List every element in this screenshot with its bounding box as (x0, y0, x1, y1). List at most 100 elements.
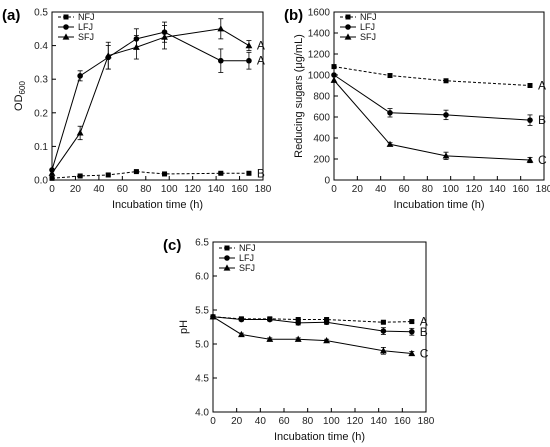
y-tick-label: 0 (324, 176, 330, 187)
x-axis-label: Incubation time (h) (393, 199, 484, 211)
group-label: C (420, 347, 429, 361)
y-tick-label: 400 (313, 134, 330, 145)
data-point (246, 170, 252, 176)
legend-label: SFJ (360, 32, 376, 42)
plot-frame (212, 241, 427, 413)
y-axis-label: OD600 (13, 81, 27, 111)
x-tick-label: 100 (161, 184, 178, 195)
series-sfj: C (209, 313, 429, 361)
y-tick-label: 5.5 (195, 306, 209, 317)
data-point (209, 313, 217, 320)
legend-label: SFJ (239, 263, 255, 273)
data-point (380, 347, 387, 354)
y-tick-label: 6.5 (195, 238, 209, 249)
data-point (380, 319, 386, 325)
data-point (387, 73, 393, 79)
data-point (387, 110, 393, 116)
legend-label: LFJ (239, 253, 254, 263)
group-label: B (420, 325, 428, 339)
y-axis-label: pH (178, 320, 190, 334)
y-tick-label: 4.5 (195, 374, 209, 385)
legend-label: LFJ (360, 22, 375, 32)
panel-label: (b) (284, 7, 303, 24)
y-tick-label: 0.5 (34, 8, 48, 19)
data-point (48, 169, 56, 176)
group-label: A (420, 315, 428, 329)
legend-label: NFJ (239, 243, 256, 253)
x-tick-label: 0 (210, 416, 216, 427)
data-point (443, 112, 449, 118)
x-tick-label: 180 (255, 184, 272, 195)
legend-marker (224, 255, 230, 261)
data-point (245, 42, 253, 49)
x-tick-label: 0 (49, 184, 55, 195)
group-label: A (538, 79, 546, 93)
series-line (333, 79, 531, 161)
x-tick-label: 100 (323, 416, 340, 427)
x-tick-label: 20 (70, 184, 82, 195)
series-nfj: A (331, 64, 546, 93)
y-tick-label: 0.2 (34, 108, 48, 119)
x-tick-label: 60 (398, 184, 410, 195)
data-point (238, 330, 245, 338)
group-label: A (257, 54, 265, 68)
data-point (133, 169, 139, 175)
y-tick-label: 1000 (308, 71, 331, 82)
series-sfj: C (330, 76, 547, 167)
x-tick-label: 60 (278, 416, 290, 427)
x-tick-label: 140 (208, 184, 225, 195)
legend-label: SFJ (78, 32, 94, 42)
x-tick-label: 140 (489, 184, 506, 195)
series-nfj: B (49, 166, 265, 181)
x-tick-label: 160 (394, 416, 411, 427)
x-tick-label: 80 (302, 416, 314, 427)
legend-marker (63, 14, 69, 20)
data-point (409, 328, 415, 335)
chart-panel-2: (b) 0 20 40 60 80 100 120 140 160 180 0 200 400 600 800… (284, 7, 550, 211)
plot-frame (51, 11, 264, 181)
chart-panel-1: (a) 0 20 40 60 80 100 120 140 160 180 0.0 0.1 0.2 0.3 0… (2, 7, 272, 211)
y-tick-label: 200 (313, 155, 330, 166)
group-label: A (257, 39, 265, 53)
data-point (323, 319, 330, 326)
data-point (380, 328, 387, 334)
data-point (162, 171, 168, 177)
group-label: B (538, 113, 546, 127)
series-sfj: A (48, 18, 265, 176)
x-tick-label: 100 (442, 184, 459, 195)
series-lfj: B (331, 72, 546, 127)
data-point (331, 64, 337, 70)
data-point (105, 172, 111, 178)
y-tick-label: 1600 (308, 8, 331, 19)
y-tick-label: 5.0 (195, 340, 209, 351)
legend-marker (62, 33, 70, 40)
data-point (246, 57, 252, 64)
x-tick-label: 60 (117, 184, 129, 195)
y-tick-label: 0.1 (34, 142, 48, 153)
data-point (527, 83, 533, 88)
data-point (161, 33, 168, 40)
y-tick-label: 0.4 (34, 41, 48, 52)
legend-marker (344, 33, 352, 40)
data-point (217, 25, 225, 32)
x-tick-label: 0 (331, 184, 337, 195)
series-line (51, 31, 249, 171)
group-label: B (257, 166, 265, 180)
data-point (526, 156, 534, 163)
y-tick-label: 1400 (308, 29, 331, 40)
data-point (443, 78, 449, 84)
data-point (331, 72, 337, 78)
data-point (330, 76, 338, 83)
series-line (333, 74, 531, 121)
chart-panel-3: (c) 0 20 40 60 80 100 120 140 160 180 4.0 4.5 5.0 5.5 6… (163, 237, 435, 443)
data-point (104, 52, 112, 59)
x-tick-label: 120 (347, 416, 364, 427)
data-point (133, 43, 140, 50)
data-point (218, 170, 224, 176)
legend-label: NFJ (78, 12, 95, 22)
data-point (77, 73, 83, 79)
y-tick-label: 0.0 (34, 176, 48, 187)
